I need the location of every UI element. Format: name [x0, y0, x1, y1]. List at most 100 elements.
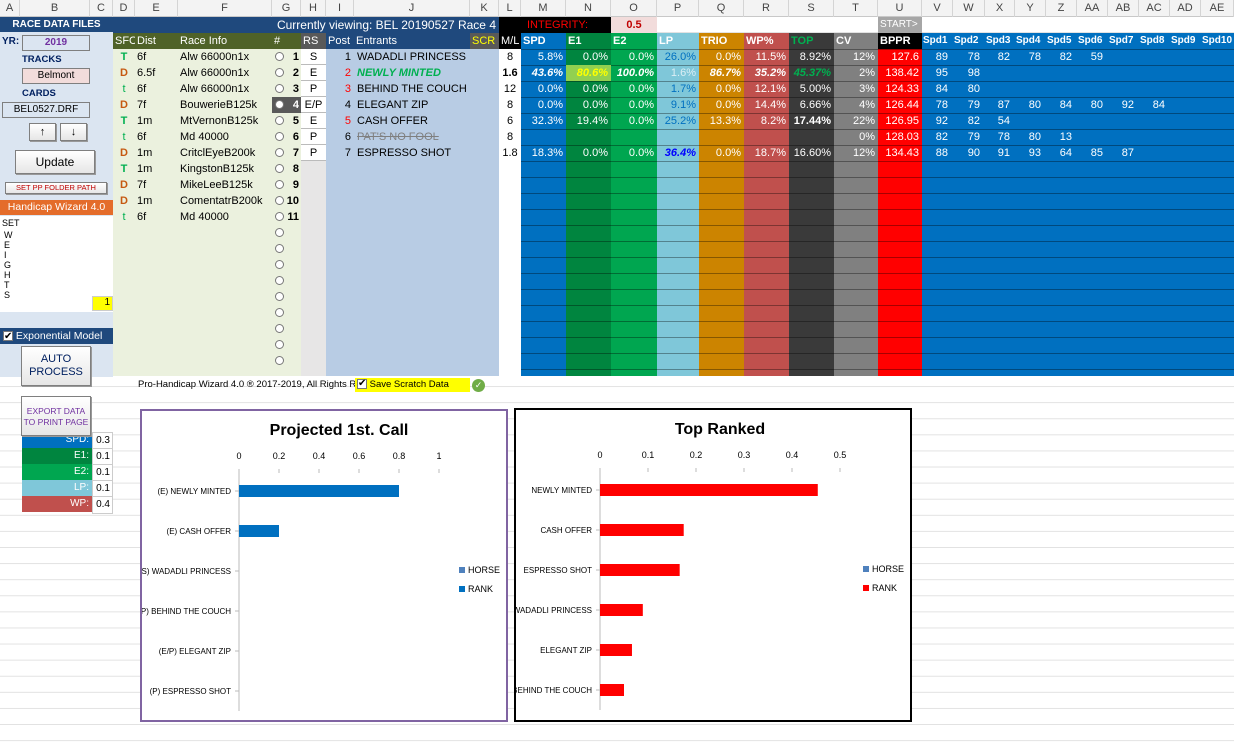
save-scratch-checkbox[interactable] — [357, 377, 367, 391]
race-select-row[interactable]: 7 — [272, 145, 301, 161]
export-data-button[interactable]: EXPORT DATA TO PRINT PAGE — [21, 396, 91, 436]
race-radio-icon[interactable] — [275, 212, 284, 221]
entrant-name[interactable]: NEWLY MINTED — [357, 67, 441, 79]
race-radio-icon[interactable] — [275, 340, 284, 349]
column-header-y[interactable]: Y — [1015, 0, 1046, 17]
column-header-aa[interactable]: AA — [1077, 0, 1108, 17]
column-header-w[interactable]: W — [953, 0, 985, 17]
race-select-row[interactable]: 2 — [272, 65, 301, 81]
weight-value[interactable]: 0.3 — [92, 432, 113, 450]
race-select-row[interactable] — [272, 257, 301, 273]
race-info[interactable]: Md 40000 — [180, 211, 229, 223]
header-scr[interactable]: SCR — [470, 33, 499, 49]
header-entrants[interactable]: Entrants — [354, 33, 470, 49]
header-sfc[interactable]: SFC — [113, 33, 135, 49]
column-header-a[interactable]: A — [0, 0, 20, 17]
race-radio-icon[interactable] — [275, 180, 284, 189]
column-header-f[interactable]: F — [178, 0, 272, 17]
race-select-row[interactable] — [272, 241, 301, 257]
race-radio-icon[interactable] — [275, 228, 284, 237]
entrant-name[interactable]: PAT'S NO FOOL — [357, 131, 439, 143]
column-header-u[interactable]: U — [878, 0, 922, 17]
header-spd7[interactable]: Spd7 — [1108, 33, 1139, 49]
race-radio-icon[interactable] — [275, 292, 284, 301]
race-radio-icon[interactable] — [275, 164, 284, 173]
race-select-row[interactable]: 3 — [272, 81, 301, 97]
race-select-row[interactable] — [272, 305, 301, 321]
header-spd8[interactable]: Spd8 — [1139, 33, 1170, 49]
race-radio-icon[interactable] — [275, 84, 284, 93]
column-header-q[interactable]: Q — [699, 0, 744, 17]
header-wp[interactable]: WP% — [744, 33, 789, 49]
header-spd1[interactable]: Spd1 — [922, 33, 953, 49]
race-select-row[interactable] — [272, 289, 301, 305]
race-info[interactable]: Alw 66000n1x — [180, 83, 250, 95]
update-button[interactable]: Update — [15, 150, 95, 174]
column-header-x[interactable]: X — [985, 0, 1015, 17]
race-select-row[interactable]: 8 — [272, 161, 301, 177]
race-info[interactable]: MtVernonB125k — [180, 115, 259, 127]
column-header-v[interactable]: V — [922, 0, 953, 17]
race-radio-icon[interactable] — [275, 324, 284, 333]
race-info[interactable]: BouwerieB125k — [180, 99, 258, 111]
race-radio-icon[interactable] — [275, 308, 284, 317]
header-dist[interactable]: Dist — [135, 33, 178, 49]
exponential-model-checkbox[interactable] — [3, 329, 13, 345]
header-lp[interactable]: LP — [657, 33, 699, 49]
column-header-s[interactable]: S — [789, 0, 834, 17]
header-race[interactable]: Race Info — [178, 33, 272, 49]
race-select-row[interactable] — [272, 321, 301, 337]
race-select-row[interactable]: 5 — [272, 113, 301, 129]
race-radio-icon[interactable] — [275, 260, 284, 269]
year-field[interactable]: 2019 — [22, 35, 90, 51]
header-ml[interactable]: M/L — [499, 33, 521, 49]
header-trio[interactable]: TRIO — [699, 33, 744, 49]
column-header-z[interactable]: Z — [1046, 0, 1077, 17]
column-header-t[interactable]: T — [834, 0, 878, 17]
column-header-m[interactable]: M — [521, 0, 566, 17]
race-info[interactable]: MikeLeeB125k — [180, 179, 253, 191]
race-info[interactable]: CritclEyeB200k — [180, 147, 256, 159]
race-radio-icon[interactable] — [275, 100, 284, 109]
race-radio-icon[interactable] — [275, 196, 284, 205]
header-cv[interactable]: CV — [834, 33, 878, 49]
track-select[interactable]: Belmont — [22, 68, 90, 84]
column-header-g[interactable]: G — [272, 0, 301, 17]
race-select-row[interactable]: 9 — [272, 177, 301, 193]
race-info[interactable]: ComentatrB200k — [180, 195, 263, 207]
auto-process-button[interactable]: AUTO PROCESS — [21, 346, 91, 386]
race-select-row[interactable]: 6 — [272, 129, 301, 145]
race-info[interactable]: Md 40000 — [180, 131, 229, 143]
race-radio-icon[interactable] — [275, 132, 284, 141]
weight-value[interactable]: 0.4 — [92, 496, 113, 514]
race-select-row[interactable] — [272, 273, 301, 289]
column-header-ac[interactable]: AC — [1139, 0, 1170, 17]
race-info[interactable]: Alw 66000n1x — [180, 51, 250, 63]
header-spd3[interactable]: Spd3 — [985, 33, 1015, 49]
race-select-row[interactable]: 4 — [272, 97, 301, 113]
race-info[interactable]: Alw 66000n1x — [180, 67, 250, 79]
column-header-k[interactable]: K — [470, 0, 499, 17]
header-spd[interactable]: SPD — [521, 33, 566, 49]
header-spd4[interactable]: Spd4 — [1015, 33, 1046, 49]
weight-extra-cell[interactable]: 1 — [92, 296, 113, 311]
header-spd2[interactable]: Spd2 — [953, 33, 985, 49]
card-select[interactable]: BEL0527.DRF — [2, 102, 90, 118]
column-header-b[interactable]: B — [20, 0, 90, 17]
header-rs[interactable]: RS — [301, 33, 326, 49]
column-header-ae[interactable]: AE — [1201, 0, 1234, 17]
entrant-name[interactable]: ESPRESSO SHOT — [357, 147, 452, 159]
race-radio-icon[interactable] — [275, 244, 284, 253]
header-top[interactable]: TOP — [789, 33, 834, 49]
race-radio-icon[interactable] — [275, 356, 284, 365]
entrant-name[interactable]: WADADLI PRINCESS — [357, 51, 467, 63]
column-header-j[interactable]: J — [354, 0, 470, 17]
next-card-button[interactable]: ↓ — [60, 123, 87, 141]
weight-value[interactable]: 0.1 — [92, 464, 113, 482]
race-select-row[interactable] — [272, 225, 301, 241]
header-e2[interactable]: E2 — [611, 33, 657, 49]
race-select-row[interactable]: 1 — [272, 49, 301, 65]
confirm-check-icon[interactable]: ✓ — [472, 379, 485, 392]
race-radio-icon[interactable] — [275, 68, 284, 77]
column-header-r[interactable]: R — [744, 0, 789, 17]
